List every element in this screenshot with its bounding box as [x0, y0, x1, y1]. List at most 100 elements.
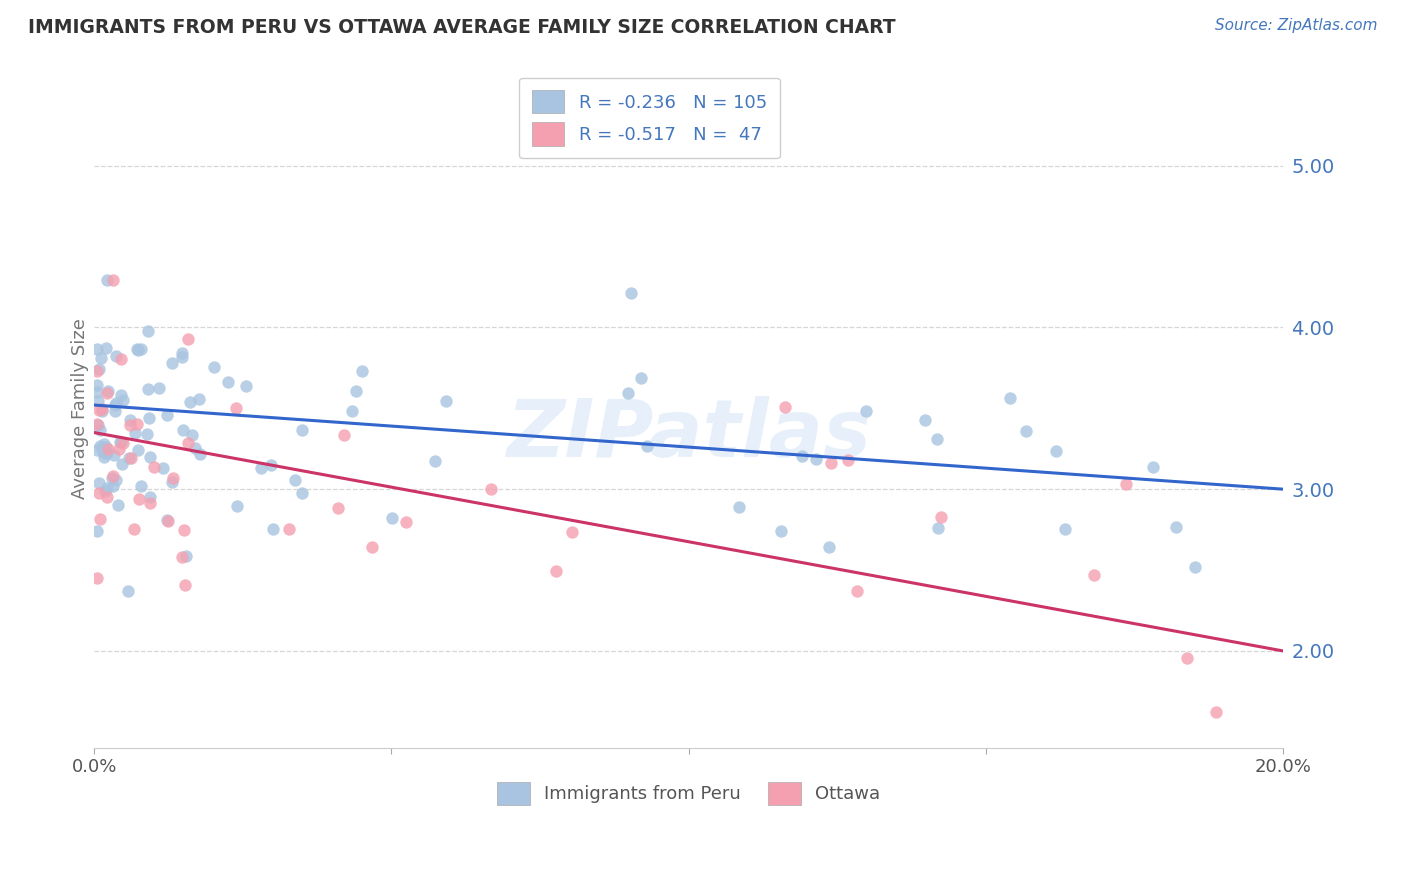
Point [156, 514, 179, 528]
Point [283, 473, 305, 487]
Point [122, 522, 145, 536]
Point [112, 392, 135, 407]
Point [770, 524, 793, 538]
Point [561, 525, 583, 540]
Point [177, 332, 200, 346]
Point [90, 351, 112, 366]
Point [104, 398, 127, 412]
Point [93, 450, 115, 464]
Point [344, 384, 367, 398]
Point [86, 570, 108, 584]
Point [790, 449, 813, 463]
Point [170, 350, 193, 364]
Point [86, 364, 108, 378]
Point [620, 285, 643, 300]
Point [1164, 520, 1187, 534]
Point [1045, 444, 1067, 458]
Point [340, 404, 363, 418]
Point [136, 427, 159, 442]
Point [129, 479, 152, 493]
Point [162, 475, 184, 489]
Point [128, 492, 150, 507]
Point [110, 352, 132, 367]
Point [636, 440, 658, 454]
Point [125, 342, 148, 356]
Point [110, 434, 132, 449]
Point [86, 378, 108, 392]
Point [544, 565, 567, 579]
Point [172, 423, 194, 437]
Point [804, 452, 827, 467]
Point [97, 384, 120, 399]
Point [87, 417, 110, 432]
Point [179, 395, 201, 409]
Point [111, 435, 134, 450]
Point [174, 549, 197, 563]
Point [96, 481, 118, 495]
Text: Source: ZipAtlas.com: Source: ZipAtlas.com [1215, 18, 1378, 33]
Point [101, 272, 124, 286]
Point [1083, 568, 1105, 582]
Point [120, 451, 142, 466]
Point [188, 447, 211, 461]
Point [350, 364, 373, 378]
Point [96, 442, 118, 456]
Point [89, 512, 111, 526]
Point [110, 434, 132, 449]
Point [139, 450, 162, 464]
Point [136, 324, 159, 338]
Point [395, 515, 418, 529]
Point [820, 456, 842, 470]
Point [111, 457, 134, 471]
Point [152, 461, 174, 475]
Point [87, 361, 110, 376]
Point [138, 411, 160, 425]
Point [360, 541, 382, 555]
Point [927, 432, 949, 446]
Point [91, 442, 114, 456]
Point [235, 378, 257, 392]
Point [1054, 522, 1077, 536]
Point [181, 428, 204, 442]
Point [96, 341, 118, 355]
Point [225, 499, 247, 513]
Point [1175, 650, 1198, 665]
Point [142, 459, 165, 474]
Point [93, 437, 115, 451]
Point [86, 393, 108, 408]
Point [148, 381, 170, 395]
Point [138, 491, 160, 505]
Text: IMMIGRANTS FROM PERU VS OTTAWA AVERAGE FAMILY SIZE CORRELATION CHART: IMMIGRANTS FROM PERU VS OTTAWA AVERAGE F… [28, 18, 896, 37]
Point [260, 458, 283, 472]
Point [156, 409, 179, 423]
Point [138, 496, 160, 510]
Text: ZIPatlas: ZIPatlas [506, 396, 872, 475]
Point [162, 471, 184, 485]
Point [479, 482, 502, 496]
Point [291, 423, 314, 437]
Point [173, 577, 195, 591]
Y-axis label: Average Family Size: Average Family Size [72, 318, 89, 499]
Point [914, 412, 936, 426]
Point [104, 404, 127, 418]
Point [86, 417, 108, 431]
Point [775, 401, 797, 415]
Point [101, 471, 124, 485]
Point [202, 360, 225, 375]
Point [96, 386, 118, 401]
Point [94, 483, 117, 498]
Point [129, 342, 152, 356]
Point [846, 583, 869, 598]
Point [89, 485, 111, 500]
Point [217, 375, 239, 389]
Point [225, 401, 247, 415]
Point [101, 469, 124, 483]
Point [1142, 460, 1164, 475]
Point [101, 479, 124, 493]
Point [91, 445, 114, 459]
Point [89, 440, 111, 454]
Point [86, 524, 108, 538]
Point [1205, 705, 1227, 719]
Point [156, 513, 179, 527]
Point [86, 443, 108, 458]
